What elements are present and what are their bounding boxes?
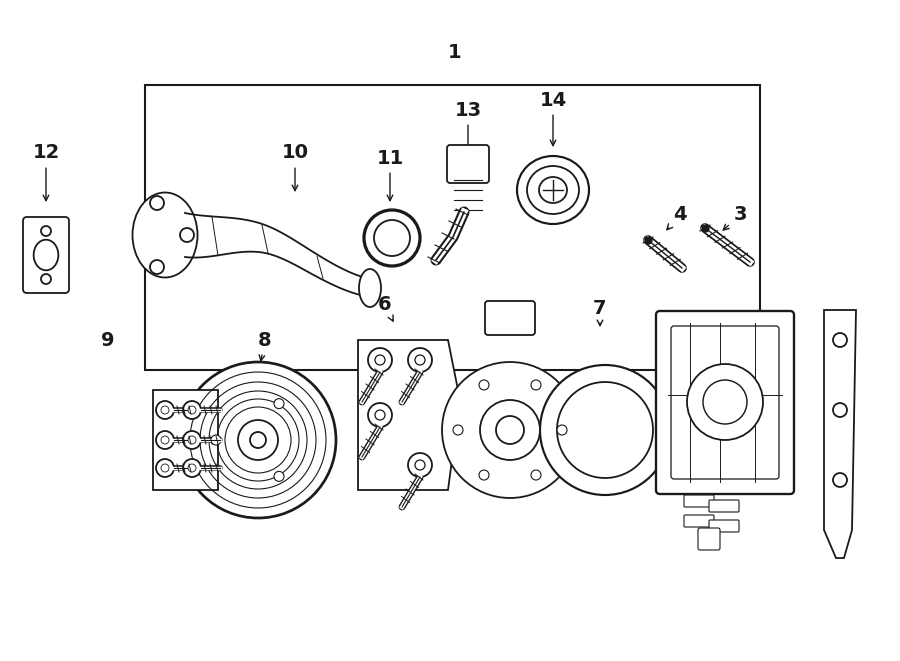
- Ellipse shape: [359, 269, 381, 307]
- Circle shape: [375, 355, 385, 365]
- Text: 2: 2: [842, 360, 855, 391]
- Circle shape: [415, 355, 425, 365]
- Text: 7: 7: [593, 299, 607, 326]
- Circle shape: [480, 400, 540, 460]
- FancyBboxPatch shape: [684, 515, 714, 527]
- Text: 11: 11: [376, 149, 403, 201]
- FancyBboxPatch shape: [684, 495, 714, 507]
- Circle shape: [496, 416, 524, 444]
- Circle shape: [479, 470, 489, 480]
- Circle shape: [41, 226, 51, 236]
- Circle shape: [364, 210, 420, 266]
- Polygon shape: [824, 310, 856, 558]
- Ellipse shape: [33, 240, 58, 270]
- Circle shape: [833, 333, 847, 347]
- Text: 9: 9: [101, 330, 115, 350]
- Circle shape: [156, 431, 174, 449]
- Text: 6: 6: [378, 295, 393, 321]
- Circle shape: [211, 435, 221, 445]
- Circle shape: [188, 406, 196, 414]
- Text: 14: 14: [539, 91, 567, 145]
- Bar: [145, 85, 760, 370]
- Circle shape: [180, 362, 336, 518]
- Circle shape: [188, 464, 196, 472]
- Circle shape: [531, 470, 541, 480]
- FancyBboxPatch shape: [23, 217, 69, 293]
- Ellipse shape: [132, 192, 197, 278]
- Circle shape: [161, 464, 169, 472]
- FancyBboxPatch shape: [656, 311, 794, 494]
- Circle shape: [479, 380, 489, 390]
- Circle shape: [150, 196, 164, 210]
- Polygon shape: [185, 213, 370, 297]
- Bar: [153, 390, 218, 490]
- Circle shape: [375, 410, 385, 420]
- Circle shape: [180, 228, 194, 242]
- Ellipse shape: [539, 177, 567, 203]
- Circle shape: [374, 220, 410, 256]
- Text: 4: 4: [667, 206, 687, 230]
- FancyBboxPatch shape: [709, 520, 739, 532]
- Circle shape: [442, 362, 578, 498]
- Circle shape: [408, 348, 432, 372]
- Text: 13: 13: [454, 100, 482, 151]
- FancyBboxPatch shape: [485, 301, 535, 335]
- Circle shape: [557, 382, 653, 478]
- Text: 3: 3: [724, 206, 747, 230]
- Text: 12: 12: [32, 143, 59, 201]
- Ellipse shape: [527, 166, 579, 214]
- Circle shape: [161, 406, 169, 414]
- Text: 10: 10: [282, 143, 309, 190]
- Circle shape: [540, 365, 670, 495]
- Circle shape: [238, 420, 278, 460]
- Circle shape: [188, 436, 196, 444]
- Circle shape: [415, 460, 425, 470]
- Text: 5: 5: [513, 301, 526, 326]
- Circle shape: [161, 436, 169, 444]
- Circle shape: [250, 432, 266, 448]
- Circle shape: [274, 399, 284, 408]
- Circle shape: [156, 401, 174, 419]
- FancyBboxPatch shape: [698, 528, 720, 550]
- Ellipse shape: [517, 156, 589, 224]
- Circle shape: [531, 380, 541, 390]
- Circle shape: [183, 431, 201, 449]
- Text: 1: 1: [448, 42, 462, 61]
- Circle shape: [368, 348, 392, 372]
- Circle shape: [833, 473, 847, 487]
- FancyBboxPatch shape: [447, 145, 489, 183]
- Circle shape: [183, 459, 201, 477]
- Circle shape: [408, 453, 432, 477]
- Circle shape: [687, 364, 763, 440]
- Circle shape: [833, 403, 847, 417]
- Circle shape: [557, 425, 567, 435]
- Circle shape: [41, 274, 51, 284]
- Circle shape: [156, 459, 174, 477]
- Polygon shape: [358, 340, 460, 490]
- FancyBboxPatch shape: [709, 500, 739, 512]
- Text: 8: 8: [258, 330, 272, 361]
- Circle shape: [183, 401, 201, 419]
- Circle shape: [274, 471, 284, 481]
- Circle shape: [453, 425, 463, 435]
- Circle shape: [150, 260, 164, 274]
- Circle shape: [368, 403, 392, 427]
